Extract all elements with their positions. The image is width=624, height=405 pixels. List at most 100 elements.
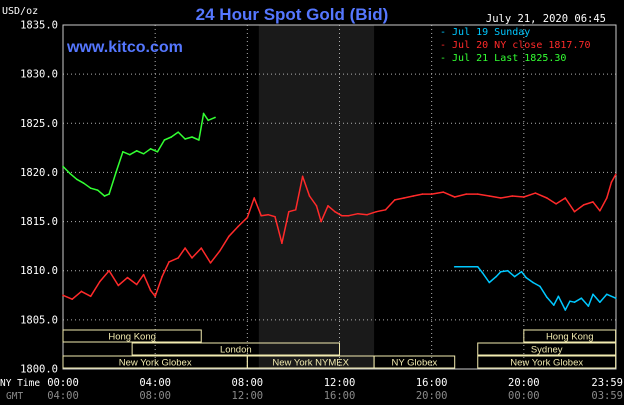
series-point	[605, 293, 608, 296]
market-session: NY Globex	[373, 355, 456, 369]
series-point	[253, 197, 256, 199]
x-tick-label-ny: 08:00	[232, 377, 264, 389]
chart-title: 24 Hour Spot Gold (Bid)	[196, 5, 389, 24]
series-point	[499, 270, 502, 273]
series-point	[177, 131, 180, 133]
series-point	[135, 283, 138, 286]
series-point	[569, 300, 571, 302]
series-point	[520, 270, 523, 273]
series-point	[96, 189, 99, 191]
x-tick-label-ny: 23:59	[591, 377, 623, 389]
series-point	[301, 175, 304, 178]
series-point	[421, 193, 424, 195]
series-point	[191, 257, 193, 259]
series-point	[260, 214, 262, 217]
series-point	[82, 182, 85, 185]
series-point	[267, 213, 269, 216]
axis-title-gmt: GMT	[6, 391, 23, 402]
series-point	[103, 195, 106, 197]
series-point	[614, 297, 617, 300]
series-point	[170, 136, 173, 138]
series-point	[207, 119, 209, 122]
plot-frame	[62, 24, 617, 370]
series-point	[76, 178, 78, 181]
x-tick-label-ny: 12:00	[324, 377, 356, 389]
series-point	[122, 150, 124, 153]
series-point	[412, 195, 415, 197]
series-point	[476, 265, 479, 268]
series-point	[523, 196, 525, 198]
series-point	[546, 296, 548, 299]
y-tick-label: 1835.0	[20, 20, 58, 32]
market-session: Hong Kong	[523, 329, 617, 343]
market-session: Hong Kong	[62, 329, 202, 343]
series-point	[246, 216, 249, 219]
series-point	[592, 201, 594, 203]
series-point	[209, 262, 212, 264]
series-point	[126, 276, 129, 279]
series-1	[62, 173, 617, 301]
legend-ny-close: - Jul 20 NY close 1817.70	[440, 40, 591, 51]
series-point	[129, 153, 131, 156]
series-0	[453, 265, 617, 311]
x-tick-label-ny: 00:00	[47, 377, 79, 389]
series-point	[488, 281, 491, 284]
series-point	[430, 193, 433, 195]
series-point	[274, 215, 276, 218]
series-point	[557, 295, 560, 298]
series-point	[442, 191, 444, 193]
series-point	[366, 213, 368, 216]
chart-datetime: July 21, 2020 06:45	[486, 13, 606, 25]
series-point	[200, 247, 203, 249]
series-point	[499, 197, 502, 199]
series-point	[453, 196, 456, 198]
x-tick-label-ny: 20:00	[508, 377, 540, 389]
series-point	[476, 193, 479, 195]
x-tick-label-gmt: 08:00	[139, 390, 171, 402]
brand-watermark: www.kitco.com	[66, 39, 183, 56]
x-tick-label-gmt: 00:00	[508, 390, 540, 402]
series-point	[315, 205, 318, 207]
series-line	[62, 112, 216, 197]
series-point	[525, 276, 527, 279]
y-tick-label: 1825.0	[20, 118, 58, 130]
series-point	[573, 210, 576, 213]
series-point	[334, 210, 336, 213]
series-2	[62, 112, 216, 197]
series-point	[587, 305, 590, 307]
market-session: New York Globex	[477, 355, 617, 369]
series-point	[384, 208, 387, 211]
series-point	[573, 301, 576, 303]
series-point	[89, 295, 92, 298]
series-point	[347, 214, 350, 217]
market-label: Sydney	[531, 345, 563, 356]
series-point	[149, 289, 152, 292]
series-point	[327, 205, 329, 207]
series-point	[108, 193, 110, 195]
series-point	[465, 193, 468, 195]
series-point	[184, 247, 186, 249]
series-point	[592, 293, 594, 296]
series-point	[582, 204, 585, 206]
series-point	[532, 281, 534, 284]
series-point	[610, 181, 613, 184]
series-point	[117, 284, 120, 287]
series-point	[288, 210, 290, 213]
series-point	[142, 273, 145, 276]
market-label: New York Globex	[510, 358, 583, 369]
x-tick-label-gmt: 16:00	[324, 390, 356, 402]
market-box	[373, 355, 456, 369]
series-point	[599, 301, 601, 303]
series-point	[135, 150, 138, 152]
series-point	[99, 280, 101, 283]
series-point	[506, 269, 509, 272]
series-point	[228, 235, 230, 238]
y-tick-label: 1815.0	[20, 216, 58, 228]
series-point	[539, 285, 541, 288]
series-point	[513, 275, 516, 278]
market-session: Sydney	[477, 342, 617, 356]
series-point	[341, 214, 343, 217]
series-point	[177, 257, 180, 259]
series-point	[108, 269, 110, 272]
